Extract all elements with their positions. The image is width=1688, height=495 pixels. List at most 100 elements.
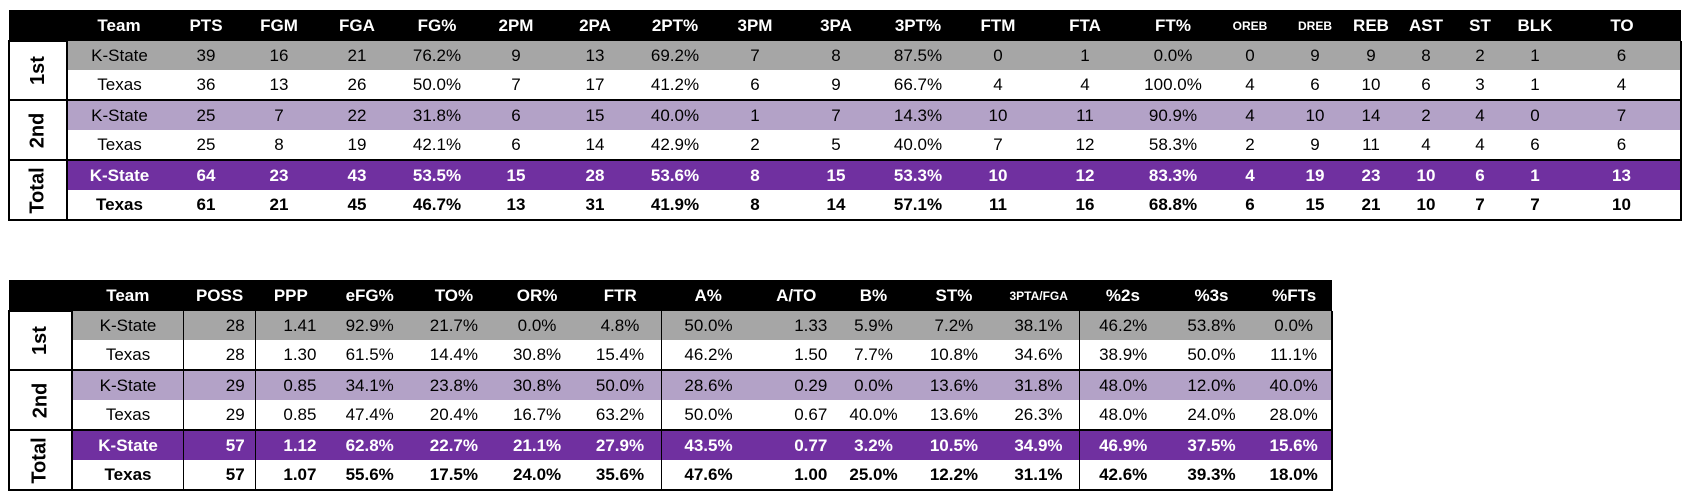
stat-cell-ast: 8 (1399, 41, 1453, 70)
stat-cell-st-pct: 7.2% (909, 311, 999, 340)
column-header-fg-pct: FG% (397, 10, 477, 41)
table-row: 1st K-State 28 1.41 92.9% 21.7% 0.0% 4.8% 50.0% 1… (8, 310, 1333, 371)
stat-cell-3pt-pct: 87.5% (877, 41, 959, 70)
stat-cell-blk: 1 (1507, 70, 1563, 101)
stat-cell-efg-pct: 34.1% (326, 370, 413, 400)
team-name-cell: K-State (67, 41, 171, 70)
stat-cell-fgm: 21 (241, 190, 317, 221)
period-label-text: Total (28, 436, 51, 484)
stat-cell-fga: 26 (317, 70, 397, 101)
column-header-ast: AST (1399, 10, 1453, 41)
box-score-header-row: Team PTS FGM FGA FG% 2PM 2PA 2PT% 3PM 3PA 3PT% FTM F… (9, 10, 1681, 41)
stat-cell-dreb: 6 (1287, 70, 1343, 101)
stat-cell-fgm: 7 (241, 100, 317, 130)
stat-cell-fg-pct: 31.8% (397, 100, 477, 130)
stat-cell-to: 4 (1563, 70, 1682, 101)
stat-cell-a-to: 0.77 (755, 430, 838, 460)
stat-cell-pct3s: 50.0% (1166, 340, 1257, 371)
stat-cell-b-pct: 7.7% (837, 340, 910, 371)
stat-cell-a-pct: 28.6% (661, 370, 756, 400)
column-header-2pm: 2PM (477, 10, 555, 41)
column-header-a-to: A/TO (755, 280, 838, 311)
stat-cell-st: 4 (1453, 100, 1507, 130)
period-label-text: 2nd (28, 382, 51, 418)
stat-cell-blk: 1 (1507, 41, 1563, 70)
stat-cell-ast: 10 (1399, 190, 1453, 221)
column-header-3pta-fga: 3PTA/FGA (998, 280, 1080, 311)
stat-cell-reb: 21 (1343, 190, 1399, 221)
stat-cell-to: 6 (1563, 41, 1682, 70)
stat-cell-pctfts: 15.6% (1256, 430, 1333, 460)
period-label-text: 2nd (26, 112, 49, 148)
stat-cell-3pt-pct: 57.1% (877, 190, 959, 221)
stat-cell-a-to: 0.67 (755, 400, 838, 431)
stat-cell-fta: 4 (1037, 70, 1133, 101)
stat-cell-pct2s: 46.2% (1079, 311, 1167, 340)
column-header-oreb: OREB (1213, 10, 1287, 41)
stat-cell-dreb: 9 (1287, 41, 1343, 70)
header-corner (9, 10, 67, 41)
stat-cell-2pm: 7 (477, 70, 555, 101)
stat-cell-b-pct: 40.0% (837, 400, 910, 431)
stat-cell-st: 2 (1453, 41, 1507, 70)
stat-cell-a-pct: 43.5% (661, 430, 756, 460)
box-score-table: Team PTS FGM FGA FG% 2PM 2PA 2PT% 3PM 3PA 3PT% FTM F… (8, 10, 1682, 221)
stat-cell-ft-pct: 83.3% (1133, 160, 1213, 190)
stat-cell-or-pct: 0.0% (494, 311, 580, 340)
stat-cell-pct2s: 48.0% (1079, 370, 1167, 400)
stat-cell-3pm: 7 (715, 41, 795, 70)
stat-cell-2pa: 17 (555, 70, 635, 101)
stat-cell-b-pct: 25.0% (837, 460, 910, 491)
stat-cell-fga: 45 (317, 190, 397, 221)
stat-cell-3pm: 8 (715, 160, 795, 190)
stat-cell-2pt-pct: 41.2% (635, 70, 715, 101)
stat-cell-fgm: 13 (241, 70, 317, 101)
stat-cell-st: 4 (1453, 130, 1507, 161)
stat-cell-ftr: 15.4% (579, 340, 662, 371)
stat-cell-pts: 36 (171, 70, 241, 101)
stat-cell-3pa: 5 (795, 130, 877, 161)
stat-cell-fg-pct: 53.5% (397, 160, 477, 190)
stat-cell-pct3s: 39.3% (1166, 460, 1257, 491)
stat-cell-oreb: 4 (1213, 160, 1287, 190)
stat-cell-efg-pct: 62.8% (326, 430, 413, 460)
stat-cell-pctfts: 28.0% (1256, 400, 1333, 431)
stat-cell-ftr: 63.2% (579, 400, 662, 431)
stat-cell-a-pct: 50.0% (661, 311, 756, 340)
team-name-cell: K-State (71, 430, 185, 460)
table-row: Texas 61 21 45 46.7% 13 31 41.9% 8 14 57.1% 11 16 68.… (9, 190, 1682, 221)
period-label: 2nd (8, 369, 73, 431)
team-name-cell: Texas (67, 70, 171, 101)
stat-cell-ftm: 7 (959, 130, 1037, 161)
stat-cell-pct3s: 37.5% (1166, 430, 1257, 460)
column-header-or-pct: OR% (494, 280, 580, 311)
header-corner (9, 280, 72, 311)
stat-cell-3pa: 14 (795, 190, 877, 221)
stat-cell-3pta-fga: 26.3% (998, 400, 1080, 431)
stat-cell-reb: 23 (1343, 160, 1399, 190)
stat-cell-3pt-pct: 53.3% (877, 160, 959, 190)
stat-cell-2pa: 31 (555, 190, 635, 221)
column-header-2pt-pct: 2PT% (635, 10, 715, 41)
stat-cell-fgm: 23 (241, 160, 317, 190)
stat-cell-3pa: 9 (795, 70, 877, 101)
stat-cell-to: 10 (1563, 190, 1682, 221)
team-name-cell: K-State (67, 160, 171, 190)
stat-cell-reb: 9 (1343, 41, 1399, 70)
stat-cell-2pt-pct: 53.6% (635, 160, 715, 190)
column-header-ftr: FTR (579, 280, 662, 311)
period-label: 2nd (8, 99, 68, 161)
team-name-cell: Texas (71, 340, 185, 371)
stat-cell-a-to: 1.50 (755, 340, 838, 371)
table-row: 1st K-State 39 16 21 76.2% 9 13 69.2% 7 8 87.5% 0 1 0.… (8, 40, 1682, 101)
stat-cell-2pm: 13 (477, 190, 555, 221)
stat-cell-fga: 22 (317, 100, 397, 130)
stat-cell-2pm: 9 (477, 41, 555, 70)
stat-cell-ftm: 4 (959, 70, 1037, 101)
stat-cell-pctfts: 40.0% (1256, 370, 1333, 400)
column-header-fta: FTA (1037, 10, 1133, 41)
stat-cell-or-pct: 16.7% (494, 400, 580, 431)
stat-cell-fta: 11 (1037, 100, 1133, 130)
stat-cell-ft-pct: 90.9% (1133, 100, 1213, 130)
stat-cell-ftr: 27.9% (579, 430, 662, 460)
